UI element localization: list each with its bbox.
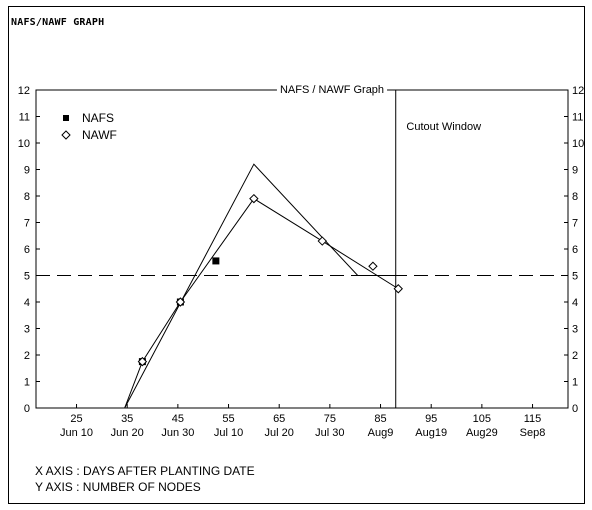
legend-label-nawf: NAWF (82, 128, 117, 142)
point-nawf-2 (249, 193, 259, 204)
y-tick-label-right-5: 5 (572, 271, 578, 283)
title-gap (276, 88, 388, 92)
y-tick-label-right-7: 7 (572, 218, 578, 230)
legend-label-nafs: NAFS (82, 111, 114, 125)
y-tick-label-left-5: 5 (24, 271, 30, 283)
y-tick-label-right-1: 1 (572, 377, 578, 389)
x-tick-sublabel-85: Aug9 (368, 427, 394, 439)
y-tick-label-right-2: 2 (572, 350, 578, 362)
y-tick-label-right-0: 0 (572, 403, 578, 415)
y-tick-label-left-8: 8 (24, 191, 30, 203)
y-tick-label-left-6: 6 (24, 244, 30, 256)
x-tick-label-35: 35 (121, 413, 133, 425)
x-tick-label-105: 105 (473, 413, 491, 425)
x-tick-label-45: 45 (172, 413, 184, 425)
x-tick-sublabel-65: Jul 20 (265, 427, 294, 439)
page-header: NAFS/NAWF GRAPH (11, 17, 105, 28)
x-tick-sublabel-115: Sep8 (520, 427, 546, 439)
point-nawf-4 (368, 261, 378, 271)
x-tick-sublabel-35: Jun 20 (111, 427, 144, 439)
y-tick-label-left-7: 7 (24, 218, 30, 230)
cutout-window-label: Cutout Window (406, 121, 481, 133)
y-axis-note: Y AXIS : NUMBER OF NODES (35, 480, 201, 494)
y-tick-label-right-3: 3 (572, 324, 578, 336)
x-tick-sublabel-105: Aug29 (466, 427, 498, 439)
y-tick-label-right-4: 4 (572, 297, 578, 309)
point-nawf-1 (175, 297, 186, 307)
y-tick-label-left-1: 1 (24, 377, 30, 389)
x-axis-note: X AXIS : DAYS AFTER PLANTING DATE (35, 464, 255, 478)
y-tick-label-right-9: 9 (572, 165, 578, 177)
y-tick-label-right-6: 6 (572, 244, 578, 256)
x-tick-label-65: 65 (273, 413, 285, 425)
y-tick-label-right-10: 10 (572, 138, 584, 150)
point-nawf-0 (137, 356, 148, 367)
y-tick-label-right-8: 8 (572, 191, 578, 203)
x-tick-label-25: 25 (70, 413, 82, 425)
y-tick-label-right-11: 11 (572, 112, 583, 124)
y-tick-label-left-10: 10 (18, 138, 30, 150)
y-tick-label-left-2: 2 (24, 350, 30, 362)
y-tick-label-left-3: 3 (24, 324, 30, 336)
legend-marker-nawf (61, 130, 71, 140)
x-tick-sublabel-55: Jul 10 (214, 427, 243, 439)
y-tick-label-left-11: 11 (19, 112, 30, 124)
x-tick-label-75: 75 (324, 413, 336, 425)
point-nawf-5 (393, 284, 403, 294)
line-growth-curve (124, 163, 394, 409)
x-tick-sublabel-25: Jun 10 (60, 427, 93, 439)
y-tick-label-right-12: 12 (572, 85, 584, 97)
y-tick-label-left-4: 4 (24, 297, 30, 309)
y-tick-label-left-12: 12 (18, 85, 30, 97)
legend-marker-nafs (63, 115, 69, 121)
y-tick-label-left-9: 9 (24, 165, 30, 177)
x-tick-label-55: 55 (222, 413, 234, 425)
y-tick-label-left-0: 0 (24, 403, 30, 415)
x-tick-sublabel-95: Aug19 (415, 427, 447, 439)
x-tick-sublabel-45: Jun 30 (161, 427, 194, 439)
line-nawf-connector (124, 197, 399, 409)
x-tick-label-115: 115 (524, 413, 542, 425)
x-tick-sublabel-75: Jul 30 (315, 427, 344, 439)
point-nawf-3 (317, 236, 327, 246)
x-tick-label-95: 95 (425, 413, 437, 425)
chart-title: NAFS / NAWF Graph (280, 84, 384, 96)
point-nafs-2 (212, 257, 220, 265)
x-tick-label-85: 85 (374, 413, 386, 425)
